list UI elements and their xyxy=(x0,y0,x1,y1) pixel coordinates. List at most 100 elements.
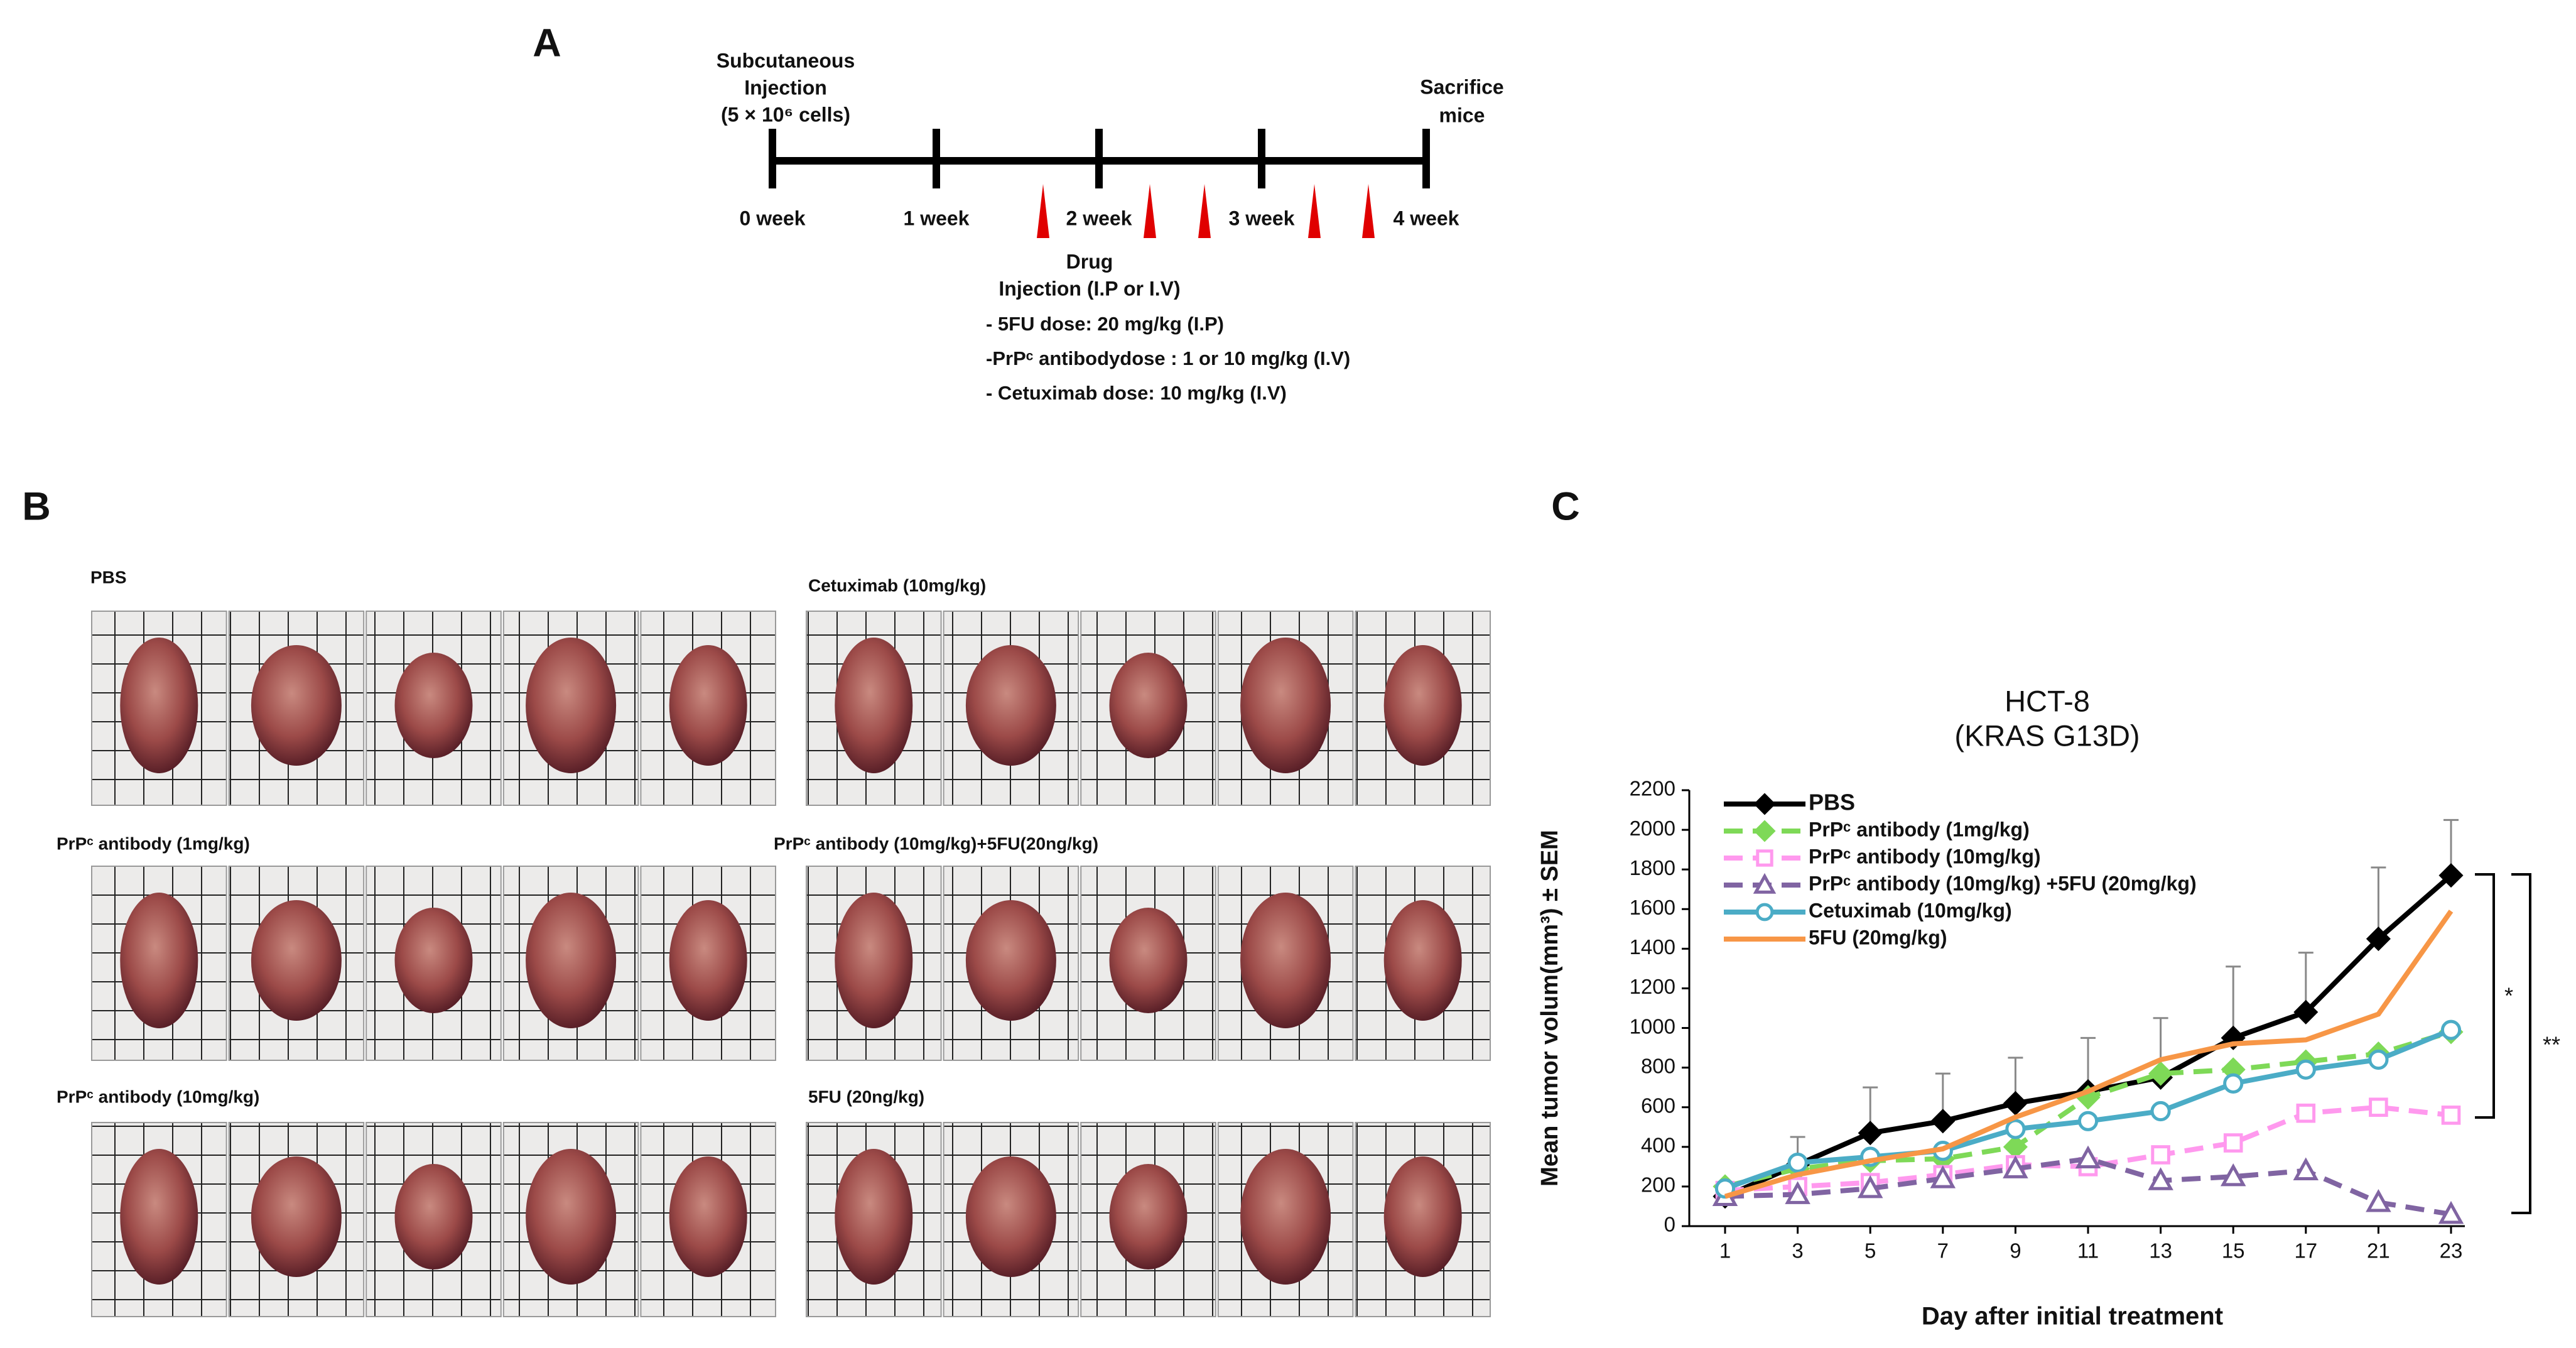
x-tick-label: 7 xyxy=(1937,1239,1949,1263)
tumor xyxy=(1240,638,1331,773)
panel-letter: C xyxy=(1551,485,1580,529)
tumor xyxy=(120,1149,198,1285)
x-tick-label: 13 xyxy=(2149,1239,2172,1263)
marker xyxy=(1858,1121,1883,1146)
marker xyxy=(2077,1111,2099,1131)
marker xyxy=(2369,1097,2388,1117)
panel-letter: A xyxy=(533,21,561,65)
tumor xyxy=(120,893,198,1028)
tumor xyxy=(1240,1149,1331,1285)
tumor xyxy=(669,645,747,766)
y-tick-label: 1400 xyxy=(1630,935,1675,959)
sacrifice-label: mice xyxy=(1439,104,1485,126)
x-tick-label: 15 xyxy=(2222,1239,2245,1263)
marker xyxy=(2151,1145,2170,1165)
tumor xyxy=(1109,908,1188,1013)
tumor xyxy=(1109,653,1188,758)
marker xyxy=(2223,1133,2243,1153)
drug-label: Injection (I.P or I.V) xyxy=(998,277,1180,300)
injection-label: Subcutaneous xyxy=(717,49,855,72)
significance-bracket xyxy=(2475,873,2495,1119)
y-tick-label: 0 xyxy=(1664,1213,1675,1236)
marker xyxy=(2293,999,2319,1025)
tumor xyxy=(965,645,1056,766)
y-tick-label: 2200 xyxy=(1630,777,1675,800)
marker xyxy=(2441,1106,2461,1125)
week-label: 2 week xyxy=(1066,207,1132,229)
tumor xyxy=(835,638,913,773)
tumor xyxy=(251,645,342,766)
tumor xyxy=(394,653,473,758)
marker xyxy=(1785,1181,1810,1204)
tumor xyxy=(1240,893,1331,1028)
y-tick-label: 800 xyxy=(1641,1054,1675,1077)
week-label: 4 week xyxy=(1394,207,1459,229)
y-tick-label: 200 xyxy=(1641,1173,1675,1197)
panel-a: A 0 week 1 week 2 week 3 week 4 week Subcutan… xyxy=(533,21,1503,405)
drug-arrow xyxy=(1198,184,1211,238)
week-label: 3 week xyxy=(1229,207,1295,229)
significance-label: ** xyxy=(2543,1032,2560,1058)
tumor xyxy=(120,638,198,773)
marker xyxy=(1756,849,1773,867)
x-tick-label: 3 xyxy=(1792,1239,1803,1263)
group-label: 5FU (20ng/kg) xyxy=(808,1087,924,1106)
marker xyxy=(2440,1019,2462,1040)
marker xyxy=(2438,1200,2464,1224)
marker xyxy=(2148,1167,2173,1190)
x-tick-label: 23 xyxy=(2440,1239,2463,1263)
significance-label: * xyxy=(2504,983,2513,1009)
marker xyxy=(1755,903,1774,921)
y-tick-label: 600 xyxy=(1641,1094,1675,1117)
drug-arrow xyxy=(1362,184,1375,238)
x-tick-label: 17 xyxy=(2294,1239,2317,1263)
marker xyxy=(2366,1189,2391,1212)
panel-letter: B xyxy=(22,485,51,529)
drug-label: Drug xyxy=(1066,250,1113,273)
y-tick-label: 1600 xyxy=(1630,896,1675,919)
tumor xyxy=(251,900,342,1021)
chart-title: HCT-8 xyxy=(2005,684,2090,717)
injection-label: (5 × 10⁶ cells) xyxy=(721,103,850,126)
series-line xyxy=(1724,910,2454,1199)
marker xyxy=(2148,1061,2173,1086)
group-label: PrPᶜ antibody (1mg/kg) xyxy=(57,834,250,853)
x-tick-label: 21 xyxy=(2367,1239,2390,1263)
y-tick-label: 400 xyxy=(1641,1134,1675,1157)
x-tick-label: 5 xyxy=(1864,1239,1876,1263)
marker xyxy=(1787,1152,1808,1173)
tumor xyxy=(1383,645,1462,766)
tumor xyxy=(394,1164,473,1269)
significance-bracket xyxy=(2511,873,2531,1214)
y-tick-label: 1800 xyxy=(1630,856,1675,879)
tumor xyxy=(669,1156,747,1277)
marker xyxy=(2296,1103,2316,1123)
legend-label: PBS xyxy=(1809,790,1855,815)
tumor xyxy=(965,1156,1056,1277)
marker xyxy=(1753,820,1776,842)
x-tick-label: 11 xyxy=(2077,1239,2099,1263)
marker xyxy=(2293,1157,2319,1180)
legend-label: Cetuximab (10mg/kg) xyxy=(1809,899,2012,921)
marker xyxy=(2438,863,2464,888)
group-label: PrPᶜ antibody (10mg/kg) xyxy=(57,1087,259,1106)
marker xyxy=(1857,1175,1883,1199)
marker xyxy=(2295,1059,2316,1080)
dose-text: - Cetuximab dose: 10 mg/kg (I.V) xyxy=(986,382,1287,404)
marker xyxy=(2075,1145,2101,1169)
marker xyxy=(2005,1119,2026,1139)
legend-label: 5FU (20mg/kg) xyxy=(1809,926,1947,948)
chart-subtitle: (KRAS G13D) xyxy=(1954,719,2140,752)
marker xyxy=(1753,872,1777,894)
x-tick-label: 1 xyxy=(1719,1239,1731,1263)
marker xyxy=(2150,1101,2171,1122)
y-tick-label: 1000 xyxy=(1630,1014,1675,1038)
group-label: PBS xyxy=(90,567,127,587)
dose-text: -PrPᶜ antibodydose : 1 or 10 mg/kg (I.V) xyxy=(986,347,1350,369)
tumor xyxy=(526,638,617,773)
panel-b: B PBS Cetuximab (10mg/kg) PrPᶜ antibody (1… xyxy=(22,485,1491,1317)
marker xyxy=(2223,1073,2244,1094)
tumor xyxy=(1383,1156,1462,1277)
marker xyxy=(2368,1049,2389,1070)
